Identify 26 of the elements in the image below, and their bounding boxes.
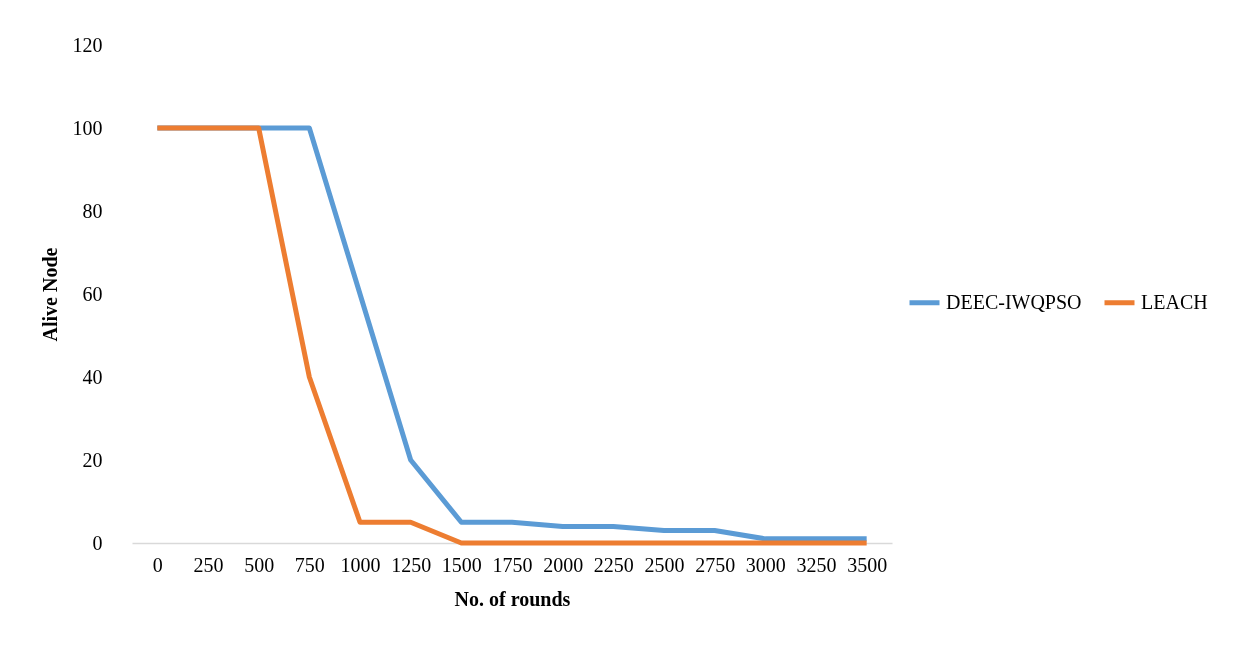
- y-tick-label: 80: [82, 199, 103, 222]
- legend-label: DEEC-IWQPSO: [946, 290, 1082, 313]
- y-tick-label: 60: [82, 282, 103, 305]
- x-tick-label: 1250: [391, 553, 432, 576]
- x-tick-label: 2500: [644, 553, 685, 576]
- x-tick-label: 1750: [492, 553, 533, 576]
- x-tick-label: 1000: [340, 553, 381, 576]
- y-tick-label: 120: [72, 33, 103, 56]
- x-tick-label: 3250: [796, 553, 837, 576]
- x-tick-label: 2000: [543, 553, 584, 576]
- x-tick-label: 750: [294, 553, 325, 576]
- y-tick-label: 0: [92, 531, 103, 554]
- x-tick-label: 250: [193, 553, 224, 576]
- x-tick-label: 1500: [441, 553, 482, 576]
- x-tick-label: 2750: [695, 553, 736, 576]
- legend-label: LEACH: [1141, 290, 1208, 313]
- x-tick-label: 0: [152, 553, 163, 576]
- y-tick-label: 40: [82, 365, 103, 388]
- x-tick-label: 2250: [593, 553, 634, 576]
- x-axis-title: No. of rounds: [454, 587, 571, 610]
- y-axis-title: Alive Node: [38, 247, 61, 342]
- x-tick-label: 500: [244, 553, 275, 576]
- y-tick-label: 100: [72, 116, 103, 139]
- y-tick-label: 20: [82, 448, 103, 471]
- x-tick-label: 3000: [745, 553, 786, 576]
- x-tick-label: 3500: [847, 553, 888, 576]
